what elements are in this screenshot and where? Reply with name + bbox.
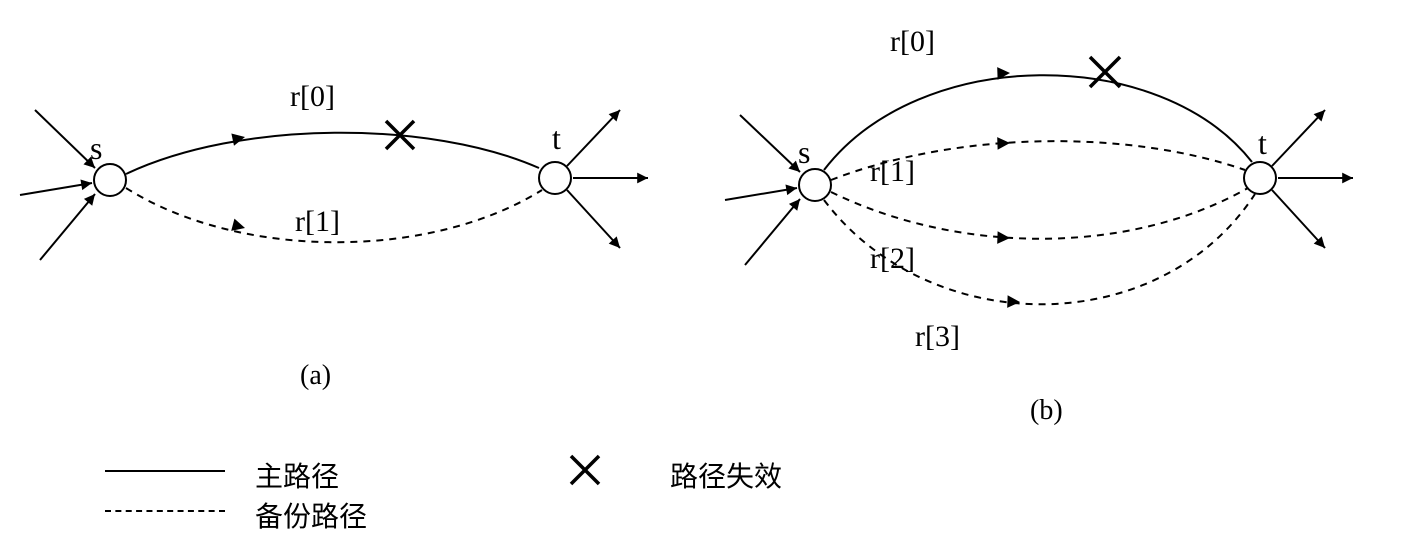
ext-out-a-0 (567, 110, 620, 166)
ext-out-b-2 (1272, 190, 1325, 248)
ext-in-a-0 (35, 110, 95, 168)
caption-a: (a) (300, 360, 331, 392)
ext-out-b-0 (1272, 110, 1325, 166)
path-label-b-r2: r[2] (870, 242, 915, 276)
path-label-a-r0: r[0] (290, 80, 335, 114)
ext-out-a-2 (567, 190, 620, 248)
path-label-b-r1: r[1] (870, 155, 915, 189)
ext-in-b-0 (740, 115, 800, 172)
node-t (1244, 162, 1276, 194)
node-s (94, 164, 126, 196)
ext-in-a-1 (20, 183, 92, 195)
path-a-r0 (126, 133, 539, 174)
ext-in-a-2 (40, 194, 95, 260)
legend-solid-line (105, 470, 225, 472)
path-b-r2 (831, 188, 1248, 239)
path-label-b-r0: r[0] (890, 25, 935, 59)
legend-dashed-label: 备份路径 (255, 495, 367, 535)
caption-b: (b) (1030, 395, 1063, 427)
ext-in-b-1 (725, 188, 797, 200)
node-label-t: t (552, 120, 561, 157)
node-label-t: t (1258, 125, 1267, 162)
ext-in-b-2 (745, 199, 800, 265)
node-label-s: s (90, 130, 102, 167)
path-label-b-r3: r[3] (915, 320, 960, 354)
legend-solid-label: 主路径 (255, 455, 339, 495)
diagram-canvas: s t r[0] r[1] (a) s t r[0] r[1] r[2] r[3] (b) 主路径备份路… (0, 0, 1414, 552)
node-s (799, 169, 831, 201)
legend-failure-label: 路径失效 (670, 455, 782, 495)
path-label-a-r1: r[1] (295, 205, 340, 239)
legend-dashed-line (105, 510, 225, 512)
node-t (539, 162, 571, 194)
node-label-s: s (798, 134, 810, 171)
